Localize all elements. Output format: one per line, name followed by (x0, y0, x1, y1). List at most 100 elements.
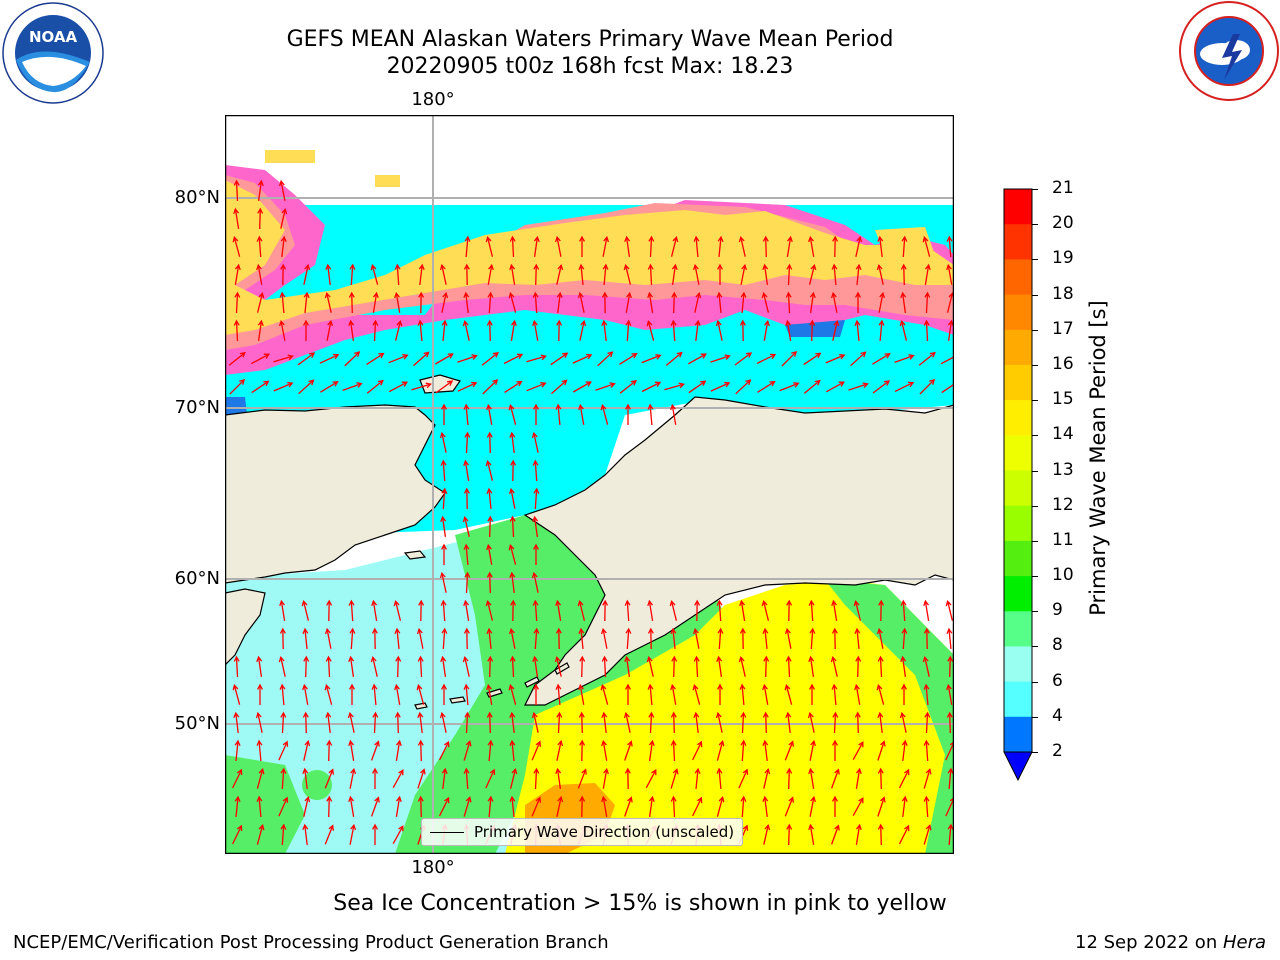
wave-arrow (526, 355, 546, 363)
wave-arrow (304, 769, 308, 789)
colorbar-tick-label: 11 (1052, 529, 1074, 550)
wave-arrow-head (832, 235, 839, 242)
wave-arrow-head (489, 768, 496, 775)
wave-arrow-head (949, 741, 954, 747)
wave-arrow (487, 685, 493, 705)
wave-arrow (648, 600, 654, 622)
wave-arrow (925, 796, 929, 818)
wave-arrow-head (232, 683, 239, 691)
wave-arrow (781, 351, 797, 367)
wave-arrow-head (535, 740, 542, 747)
wave-arrow-head (877, 235, 884, 242)
wave-arrow-head (508, 543, 515, 551)
wave-arrow (694, 293, 700, 313)
wave-arrow-head (279, 599, 286, 607)
wave-arrow (648, 741, 654, 761)
wave-arrow-head (233, 711, 240, 718)
wave-arrow-head (670, 403, 676, 411)
wave-arrow (626, 600, 630, 622)
wave-arrow (373, 320, 377, 342)
wave-arrow (441, 293, 447, 313)
colorbar-band (1004, 611, 1032, 647)
wave-arrow-head (509, 655, 516, 662)
wave-arrow-head (234, 263, 241, 271)
wave-arrow-head (946, 627, 953, 634)
wave-arrow-head (877, 767, 884, 774)
wave-arrow-head (239, 378, 246, 385)
wave-arrow-head (234, 739, 241, 746)
wave-arrow (372, 600, 378, 622)
colorbar-tick-mark (1032, 435, 1038, 437)
wave-arrow (671, 265, 677, 285)
wave-arrow (788, 768, 790, 790)
wave-arrow (717, 657, 723, 677)
wave-arrow-head (739, 599, 746, 607)
wave-arrow-head (463, 263, 470, 270)
wave-arrow (947, 265, 953, 285)
wave-arrow-head (417, 739, 424, 746)
wave-arrow-head (444, 740, 450, 748)
wave-arrow-head (233, 655, 240, 662)
wave-arrow-head (578, 403, 584, 411)
wave-arrow-head (540, 382, 547, 388)
wave-arrow-head (418, 599, 425, 606)
wave-arrow-head (946, 683, 952, 691)
wave-arrow-head (923, 739, 930, 746)
wave-arrow-head (463, 599, 470, 607)
wave-arrow-head (809, 291, 816, 299)
wave-arrow-head (510, 459, 517, 466)
wave-arrow-head (579, 739, 586, 746)
wave-arrow-head (557, 263, 564, 271)
wave-arrow-head (761, 291, 768, 299)
wave-arrow (572, 381, 592, 393)
wave-arrow-head (631, 352, 638, 359)
wave-arrow-head (831, 627, 838, 634)
wave-arrow-head (463, 291, 470, 298)
wave-arrow (855, 685, 861, 705)
colorbar-band (1004, 505, 1032, 542)
wave-arrow (740, 600, 746, 622)
wave-arrow (328, 796, 330, 818)
wave-arrow-head (901, 235, 908, 242)
wave-arrow-head (555, 599, 562, 607)
wave-arrow-head (579, 655, 586, 662)
wave-arrow-head (901, 795, 908, 802)
wave-arrow-head (900, 599, 907, 606)
wave-arrow-head (716, 767, 723, 774)
wave-arrow (602, 769, 608, 789)
wave-arrow-head (485, 235, 492, 243)
kamchatka-landmass (225, 588, 266, 666)
wave-arrow-head (533, 683, 539, 690)
wave-arrow-head (508, 291, 515, 299)
wave-arrow-head (692, 263, 699, 271)
wave-arrow-head (925, 768, 932, 775)
wave-arrow-head (761, 599, 768, 607)
wave-arrow-head (929, 351, 936, 358)
wave-arrow (603, 656, 607, 678)
wave-arrow-head (439, 263, 446, 271)
wave-arrow-head (557, 739, 564, 747)
wave-arrow-head (280, 235, 287, 242)
wave-arrow (902, 600, 906, 622)
wave-arrow-head (485, 599, 492, 607)
wave-arrow-head (695, 291, 702, 299)
colorbar-tick-label: 21 (1052, 178, 1074, 198)
wave-arrow-head (627, 796, 633, 803)
wave-arrow-head (672, 235, 679, 243)
wave-arrow-head (854, 683, 860, 691)
wave-arrow (832, 321, 838, 341)
wave-arrow-head (509, 263, 516, 271)
wave-arrow (948, 236, 952, 258)
wave-arrow (251, 380, 269, 394)
wave-arrow-head (922, 235, 929, 243)
wave-arrow-head (676, 351, 683, 358)
wave-arrow-head (763, 655, 770, 662)
wave-arrow (297, 352, 315, 366)
wave-arrow-head (718, 795, 725, 803)
wave-arrow-head (324, 683, 331, 691)
wave-arrow (948, 768, 952, 790)
wave-arrow-head (716, 291, 723, 298)
wave-arrow (273, 355, 293, 363)
wave-arrow-head (372, 291, 379, 299)
wave-arrow (717, 321, 723, 341)
